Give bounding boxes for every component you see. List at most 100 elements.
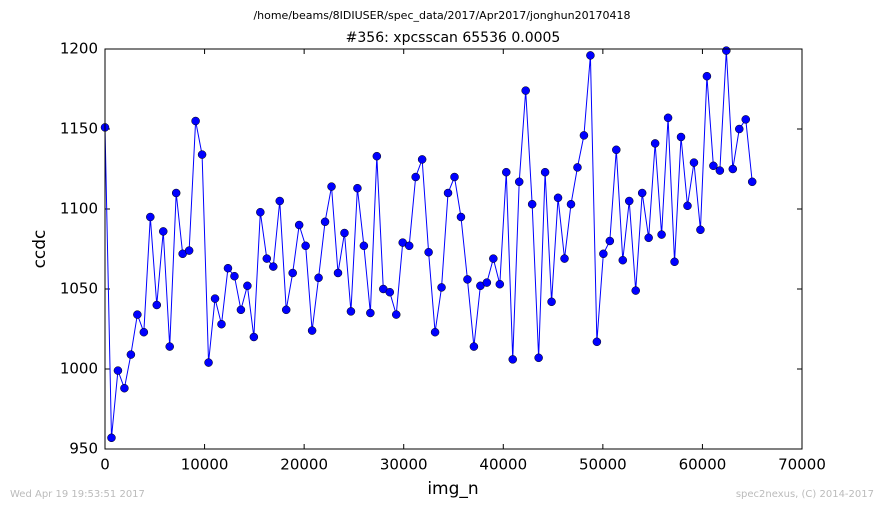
data-point xyxy=(644,233,653,243)
data-point xyxy=(553,193,563,203)
y-tick-label: 1100 xyxy=(60,200,98,218)
data-point xyxy=(113,366,123,375)
data-point xyxy=(650,139,660,148)
data-point xyxy=(262,254,272,263)
data-point xyxy=(340,228,349,238)
chart-title: #356: xpcsscan 65536 0.0005 xyxy=(346,30,561,46)
x-tick-label: 60000 xyxy=(679,456,727,474)
data-point xyxy=(463,275,472,284)
data-point xyxy=(243,281,252,291)
data-point xyxy=(527,199,537,209)
data-point xyxy=(327,182,336,191)
x-tick-label: 50000 xyxy=(579,456,627,474)
data-point xyxy=(540,167,550,177)
data-point xyxy=(158,227,168,236)
data-point xyxy=(502,167,511,177)
data-point xyxy=(547,297,556,307)
data-point xyxy=(320,217,330,227)
data-point xyxy=(372,151,382,161)
data-point xyxy=(586,51,595,60)
data-point xyxy=(236,305,246,315)
y-tick-label: 1150 xyxy=(60,120,98,138)
data-point xyxy=(747,177,757,187)
data-point xyxy=(165,342,174,351)
x-tick-label: 10000 xyxy=(181,456,229,474)
data-point xyxy=(230,271,239,281)
data-point xyxy=(353,183,362,193)
data-point xyxy=(210,294,220,303)
data-point xyxy=(333,268,343,278)
data-point xyxy=(411,172,420,182)
data-point xyxy=(663,113,673,123)
data-point xyxy=(126,350,136,359)
data-point xyxy=(735,124,744,134)
data-point xyxy=(624,196,634,206)
data-point xyxy=(702,71,712,81)
data-point xyxy=(275,196,284,206)
data-point xyxy=(508,355,517,364)
data-point xyxy=(489,254,498,263)
data-point xyxy=(741,115,750,124)
data-point xyxy=(430,327,440,337)
data-point xyxy=(514,177,524,187)
data-point xyxy=(683,201,692,211)
data-point xyxy=(637,188,647,198)
data-point xyxy=(133,310,142,319)
data-point xyxy=(256,207,265,217)
data-point xyxy=(592,337,602,347)
data-point xyxy=(456,212,466,222)
data-point xyxy=(450,172,459,182)
data-point xyxy=(197,150,207,159)
data-point xyxy=(676,132,686,142)
y-tick-label: 1050 xyxy=(60,280,98,298)
data-point xyxy=(566,199,576,209)
data-point xyxy=(249,332,259,342)
data-point xyxy=(689,158,699,167)
data-point xyxy=(152,300,162,310)
data-point xyxy=(204,358,213,367)
data-point xyxy=(184,246,194,255)
data-point xyxy=(728,164,738,174)
data-point xyxy=(631,286,640,295)
data-point xyxy=(281,305,291,315)
data-point xyxy=(482,278,492,287)
data-point xyxy=(269,262,278,271)
data-point xyxy=(618,255,628,265)
data-point xyxy=(443,188,453,198)
data-point xyxy=(391,310,401,319)
x-tick-label: 20000 xyxy=(280,456,328,474)
data-point xyxy=(469,342,479,351)
data-point xyxy=(495,279,505,289)
data-point xyxy=(385,287,395,297)
plot-frame xyxy=(104,48,803,450)
data-point xyxy=(437,283,446,292)
data-point xyxy=(294,220,304,230)
data-point xyxy=(424,247,433,257)
data-point xyxy=(696,225,705,235)
data-point xyxy=(217,319,226,329)
data-point xyxy=(301,241,310,251)
x-tick-label: 0 xyxy=(100,456,110,474)
footer-left: Wed Apr 19 19:53:51 2017 xyxy=(10,489,145,500)
data-point xyxy=(223,263,233,273)
data-point xyxy=(670,257,679,267)
data-point xyxy=(307,326,317,335)
data-point xyxy=(612,145,621,155)
data-point xyxy=(288,268,297,278)
y-tick-label: 1200 xyxy=(60,40,98,58)
data-point xyxy=(605,236,615,246)
data-point xyxy=(139,327,149,337)
y-tick-label: 950 xyxy=(69,440,98,458)
x-axis-label: img_n xyxy=(427,479,478,499)
data-point xyxy=(521,86,530,95)
footer-right: spec2nexus, (C) 2014-2017 xyxy=(736,489,874,500)
data-point xyxy=(709,161,718,171)
data-point xyxy=(359,241,369,251)
data-point xyxy=(314,273,323,283)
data-point xyxy=(346,307,356,316)
data-point xyxy=(171,188,181,198)
data-point xyxy=(579,131,589,140)
data-point xyxy=(573,163,582,172)
